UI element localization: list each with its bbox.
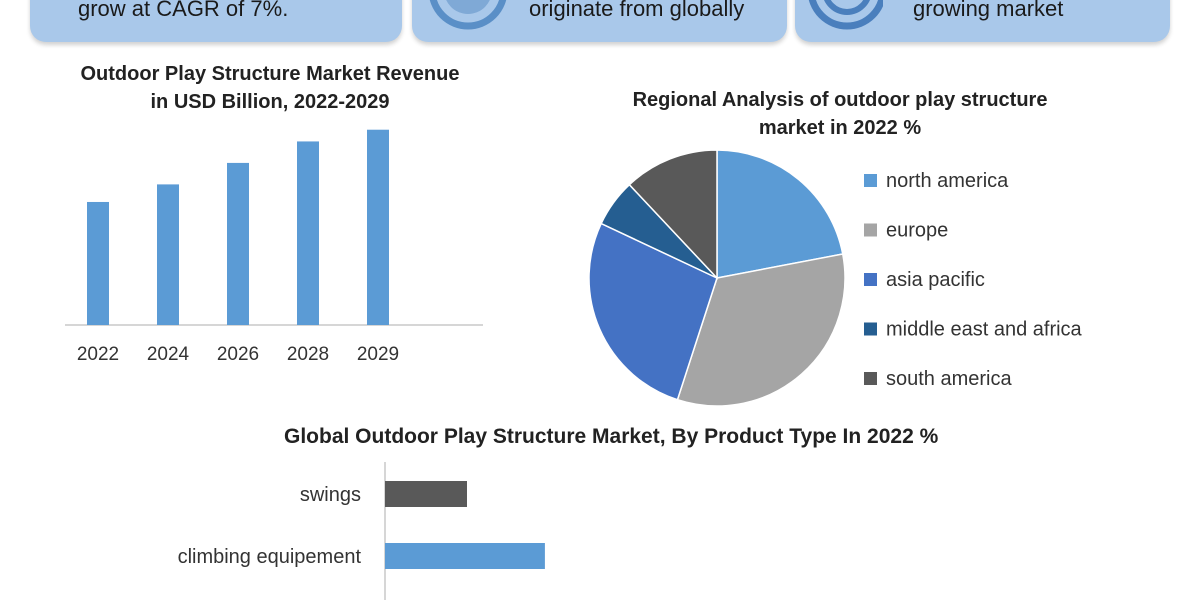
pie-slice [588,222,718,401]
category-label: swings [300,484,361,506]
revenue-bar [227,162,249,325]
pie-slice [716,149,844,279]
revenue-bar [367,129,389,325]
legend-swatch [864,223,877,237]
target-icon [808,0,883,30]
legend-swatch [864,322,877,336]
legend-swatch [864,273,877,286]
revenue-chart-title: Outdoor Play Structure Market Revenue in… [80,63,460,113]
x-tick-label: 2029 [357,344,399,365]
regional-chart-title: Regional Analysis of outdoor play struct… [632,89,1048,139]
revenue-bar [157,184,179,325]
x-tick-label: 2028 [287,344,329,365]
legend-label: middle east and africa [886,319,1083,341]
category-label: climbing equipement [178,546,362,568]
pie-slice [628,149,718,280]
product-bar [385,481,467,507]
legend-swatch [864,174,877,187]
product-type-chart-title: Global Outdoor Play Structure Market, By… [284,425,939,448]
pie-slice [676,253,846,407]
legend-swatch [864,372,877,385]
target-icon [429,0,507,30]
revenue-bar [297,141,319,325]
legend-label: north america [886,170,1009,192]
legend-label: europe [886,220,948,242]
x-tick-label: 2022 [77,344,119,365]
legend-label: south america [886,368,1012,390]
revenue-bar [87,201,109,325]
legend-label: asia pacific [886,269,985,291]
banner-text: originate from globally [529,0,745,21]
x-tick-label: 2024 [147,344,190,365]
product-bar [385,543,545,569]
info-banner-global: originate from globally [412,0,787,42]
x-tick-label: 2026 [217,344,259,365]
banner-text: grow at CAGR of 7%. [78,0,289,21]
banner-text: growing market [913,0,1064,21]
info-banner-cagr: grow at CAGR of 7%. [30,0,402,42]
info-banner-growing: growing market [795,0,1170,42]
